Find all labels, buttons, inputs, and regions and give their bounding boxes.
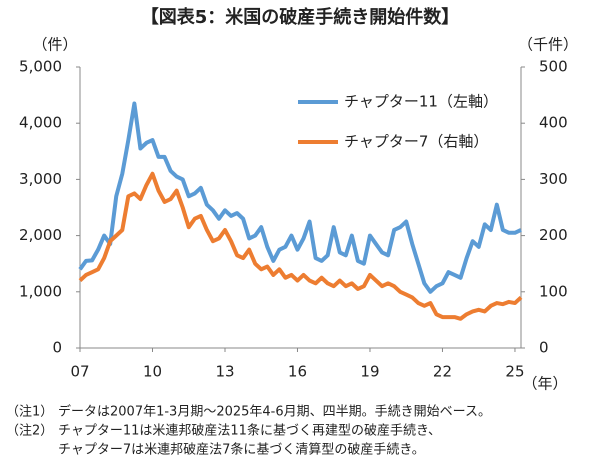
- y-tick-label: 4,000: [19, 114, 62, 132]
- y2-tick-label: 200: [539, 226, 568, 244]
- x-tick-label: 25: [505, 363, 524, 381]
- x-tick-label: 22: [433, 363, 452, 381]
- y-tick-label: 1,000: [19, 282, 62, 300]
- y-axis-label: （件）: [32, 36, 77, 54]
- note-label: （注1）: [6, 405, 53, 420]
- y2-tick-label: 500: [539, 58, 568, 76]
- y-tick-label: 5,000: [19, 58, 62, 76]
- x-axis-label: （年）: [522, 375, 567, 393]
- y-tick-label: 3,000: [19, 170, 62, 188]
- series-line: [78, 101, 522, 294]
- x-tick-label: 19: [360, 363, 379, 381]
- note-text: チャプター11は米連邦破産法11条に基づく再建型の破産手続き、: [58, 423, 441, 439]
- y-tick-label: 2,000: [19, 226, 62, 244]
- x-tick-label: 13: [215, 363, 234, 381]
- series-line: [78, 171, 523, 321]
- note-text: チャプター7は米連邦破産法7条に基づく清算型の破産手続き。: [58, 442, 425, 458]
- y2-tick-label: 0: [539, 339, 549, 357]
- legend-label: チャプター7（右軸）: [344, 133, 488, 151]
- y-tick-label: 0: [52, 339, 62, 357]
- legend-label: チャプター11（左軸）: [344, 93, 498, 111]
- note-text: データは2007年1-3月期～2025年4-6月期、四半期。手続き開始ベース。: [58, 404, 491, 420]
- x-tick-label: 10: [143, 363, 162, 381]
- note-label: （注2）: [6, 424, 53, 439]
- x-tick-label: 07: [70, 363, 89, 381]
- y2-axis-label: （千件）: [518, 36, 578, 54]
- x-tick-label: 16: [288, 363, 307, 381]
- chart-title: 【図表5：米国の破産手続き開始件数】: [141, 6, 460, 28]
- y2-tick-label: 100: [539, 282, 568, 300]
- y2-tick-label: 400: [539, 114, 568, 132]
- y2-tick-label: 300: [539, 170, 568, 188]
